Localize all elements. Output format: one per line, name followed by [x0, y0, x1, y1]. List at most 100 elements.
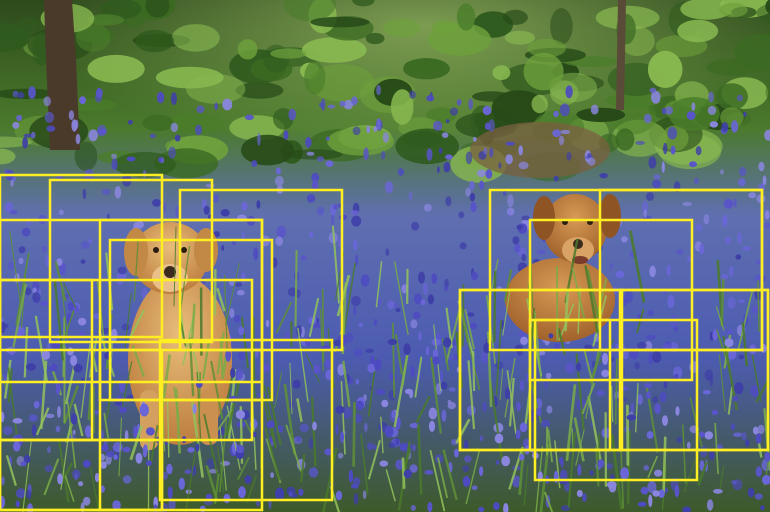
foreground-bluebell: [367, 363, 376, 373]
bluebell-flower: [476, 169, 487, 178]
bluebell-flower: [663, 380, 668, 389]
bluebell-flower: [439, 370, 443, 384]
bluebell-flower: [196, 105, 205, 114]
bluebell-flower: [553, 110, 559, 118]
grass-blade: [645, 382, 659, 453]
foreground-bluebell: [432, 349, 439, 359]
leaf-blob: [87, 14, 125, 26]
grass-blade: [321, 288, 325, 363]
grass-blade: [486, 331, 493, 408]
foreground-bluebell: [335, 405, 345, 414]
bluebell-flower: [431, 338, 442, 346]
bluebell-flower: [565, 363, 575, 374]
bluebell-flower: [241, 272, 246, 284]
foreground-bluebell: [374, 358, 382, 371]
bluebell-flower: [67, 301, 75, 312]
dog-right-ear-l: [533, 196, 555, 240]
annotation-boxes: [0, 173, 770, 512]
bluebell-flower: [275, 167, 281, 175]
bluebell-flower: [654, 469, 663, 477]
leaf-blob: [492, 65, 511, 81]
bluebell-flower: [599, 173, 608, 179]
bluebell-flower: [412, 444, 416, 452]
leaf-blob: [75, 23, 111, 52]
bluebell-flower: [649, 87, 657, 94]
bluebell-flower: [360, 274, 370, 287]
foreground-bluebell: [324, 448, 333, 456]
leaf-blob: [145, 0, 170, 18]
bluebell-flower: [465, 151, 473, 165]
foreground-bluebell: [145, 460, 152, 466]
bluebell-flower: [413, 293, 422, 305]
leaf-blob: [383, 19, 421, 38]
bluebell-flower: [511, 475, 521, 488]
leaf-blob: [531, 94, 548, 114]
bluebell-flower: [395, 307, 401, 313]
bluebell-flower: [241, 201, 248, 211]
bluebell-flower: [272, 257, 278, 268]
bluebell-flower: [335, 490, 343, 501]
bluebell-flower: [426, 95, 435, 102]
bluebell-flower: [559, 469, 568, 482]
foreground-bluebell: [483, 342, 491, 354]
bluebell-flower: [353, 239, 358, 251]
bluebell-flower: [75, 133, 81, 145]
tree-trunk-right: [616, 0, 626, 110]
grass-blade: [575, 353, 585, 431]
foreground-bluebell: [519, 422, 528, 433]
grass-blade: [459, 306, 470, 343]
grass-blade: [173, 386, 180, 420]
grass-blade: [472, 351, 476, 392]
bluebell-flower: [427, 294, 434, 305]
bluebell-flower: [739, 166, 747, 177]
bluebell-flower: [343, 99, 354, 110]
dog-left-nose: [164, 266, 176, 278]
foreground-bluebell: [747, 487, 755, 498]
grass-blade: [62, 316, 66, 377]
grass-blade: [53, 281, 65, 361]
bluebell-flower: [728, 266, 734, 277]
bluebell-flower: [410, 319, 418, 329]
grass-blade: [12, 283, 27, 348]
bluebell-flower: [394, 302, 398, 308]
leaf-blob: [576, 107, 626, 123]
bluebell-flower: [175, 205, 180, 218]
bluebell-flower: [444, 278, 449, 289]
bluebell-flower: [694, 177, 699, 185]
bluebell-flower: [220, 209, 230, 217]
bluebell-flower: [387, 300, 395, 310]
foreground-bluebell: [235, 410, 245, 420]
bluebell-flower: [158, 156, 163, 163]
foreground-bluebell: [238, 486, 246, 499]
grass-blade: [445, 309, 461, 364]
bounding-box: [98, 348, 264, 512]
bluebell-flower: [425, 346, 430, 356]
bluebell-flower: [726, 329, 734, 334]
grass-blade: [73, 403, 84, 437]
foreground-bluebell: [261, 364, 270, 372]
bluebell-flower: [10, 179, 14, 187]
bluebell-flower: [296, 435, 301, 442]
grass-blade: [585, 351, 599, 420]
bluebell-flower: [257, 132, 261, 146]
grass-blade: [294, 250, 298, 327]
bluebell-flower: [512, 236, 520, 245]
bluebell-flower: [505, 141, 515, 146]
leaf-blob: [74, 141, 98, 171]
bluebell-flower: [222, 98, 233, 111]
grass-blade: [417, 424, 423, 495]
bluebell-flower: [445, 196, 452, 207]
bluebell-flower: [114, 186, 122, 199]
bluebell-flower: [1, 476, 5, 486]
grass-blade: [465, 449, 481, 505]
bluebell-flower: [502, 190, 507, 196]
grass-blade: [352, 402, 356, 467]
grass-blade: [628, 230, 646, 303]
bluebell-flower: [686, 441, 691, 449]
bluebell-flower: [516, 401, 521, 411]
bluebell-flower: [184, 469, 192, 474]
bluebell-flower: [722, 214, 728, 227]
bluebell-flower: [730, 423, 736, 431]
grass-blade: [237, 456, 250, 480]
bluebell-flower: [358, 322, 364, 327]
